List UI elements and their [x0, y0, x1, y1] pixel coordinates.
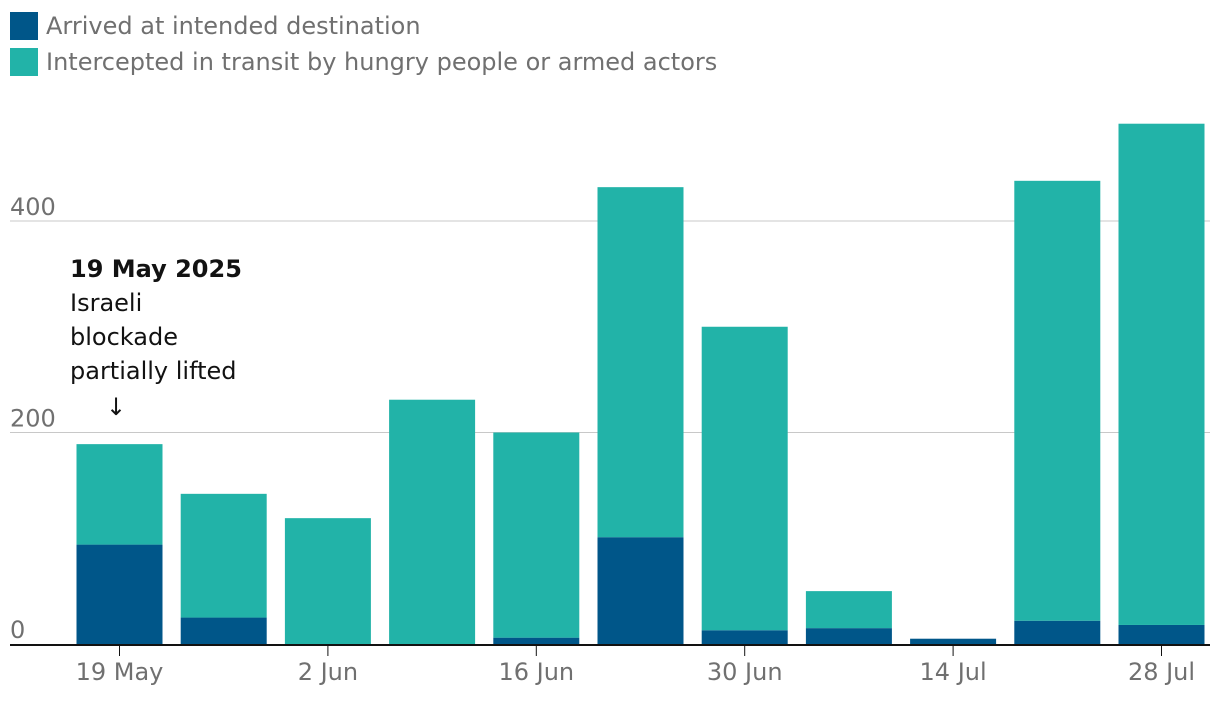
- x-tick-label-4: 16 Jun: [498, 658, 574, 686]
- x-tick-label-10: 28 Jul: [1128, 658, 1195, 686]
- bar-intercepted-0: [76, 444, 163, 545]
- annotation-line-1: Israeli: [70, 289, 143, 317]
- annotation: 19 May 2025 Israeli blockade partially l…: [70, 252, 242, 424]
- x-tick-label-6: 30 Jun: [707, 658, 783, 686]
- x-tick-label-0: 19 May: [76, 658, 164, 686]
- legend-item-intercepted: Intercepted in transit by hungry people …: [10, 44, 717, 80]
- bar-arrived-5: [597, 537, 684, 644]
- bar-arrived-7: [805, 628, 892, 644]
- bar-arrived-1: [180, 617, 267, 644]
- bar-arrived-0: [76, 544, 163, 644]
- y-tick-label-0: 0: [10, 616, 25, 644]
- bar-intercepted-4: [493, 432, 580, 638]
- annotation-arrow-icon: ↓: [106, 393, 127, 421]
- bar-intercepted-2: [284, 518, 371, 644]
- legend-swatch-intercepted: [10, 48, 38, 76]
- legend: Arrived at intended destination Intercep…: [10, 8, 717, 80]
- legend-label-intercepted: Intercepted in transit by hungry people …: [46, 48, 718, 76]
- legend-item-arrived: Arrived at intended destination: [10, 8, 717, 44]
- bar-intercepted-6: [701, 326, 788, 631]
- annotation-line-3: partially lifted: [70, 357, 237, 385]
- bar-arrived-9: [1014, 620, 1101, 644]
- bar-intercepted-7: [805, 591, 892, 629]
- bar-intercepted-3: [389, 399, 476, 644]
- y-tick-label-400: 400: [10, 193, 56, 221]
- bar-arrived-6: [701, 630, 788, 644]
- x-tick-label-2: 2 Jun: [298, 658, 358, 686]
- bar-arrived-8: [910, 638, 997, 644]
- bars: [76, 123, 1205, 644]
- bar-intercepted-9: [1014, 180, 1101, 621]
- x-tick-label-8: 14 Jul: [920, 658, 987, 686]
- y-tick-label-200: 200: [10, 405, 56, 433]
- bar-intercepted-1: [180, 493, 267, 618]
- bar-intercepted-10: [1118, 123, 1205, 625]
- annotation-date: 19 May 2025: [70, 255, 242, 283]
- x-axis: 19 May 2 Jun 16 Jun 30 Jun 14 Jul 28 Jul: [10, 644, 1210, 686]
- legend-label-arrived: Arrived at intended destination: [46, 12, 421, 40]
- annotation-line-2: blockade: [70, 323, 178, 351]
- bar-arrived-10: [1118, 624, 1205, 644]
- legend-swatch-arrived: [10, 12, 38, 40]
- bar-arrived-4: [493, 637, 580, 644]
- bar-intercepted-5: [597, 187, 684, 538]
